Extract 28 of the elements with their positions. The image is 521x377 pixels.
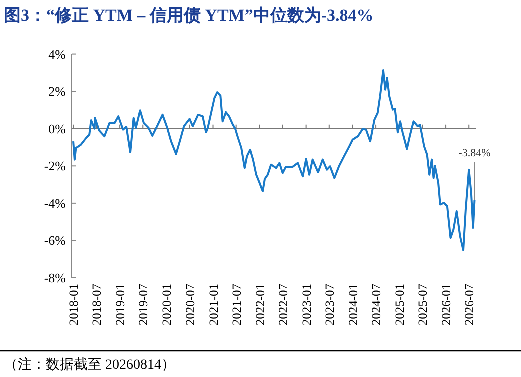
x-tick-label: 2026-07 (462, 284, 477, 326)
y-tick-label: -8% (44, 270, 66, 286)
x-tick-label: 2026-01 (440, 284, 454, 326)
y-tick-label: -6% (44, 233, 66, 248)
x-tick-label: 2020-07 (183, 284, 198, 326)
x-tick-label: 2024-01 (346, 284, 360, 326)
x-tick-label: 2019-07 (136, 284, 151, 326)
x-tick-label: 2023-01 (300, 284, 314, 326)
y-tick-label: 4% (48, 46, 66, 62)
x-tick-label: 2024-07 (370, 284, 384, 326)
x-tick-label: 2021-07 (230, 284, 244, 326)
x-tick-label: 2023-07 (322, 284, 337, 326)
x-tick-label: 2019-01 (114, 284, 128, 326)
y-tick-label: 2% (48, 84, 66, 100)
x-tick-label: 2025-01 (393, 284, 408, 326)
x-tick-label: 2022-07 (276, 284, 290, 326)
x-tick-label: 2018-07 (90, 284, 104, 326)
x-tick-label: 2022-01 (253, 284, 268, 326)
y-tick-label: -2% (44, 158, 66, 174)
chart-title: 图3：“修正 YTM – 信用债 YTM”中位数为-3.84% (4, 6, 374, 25)
y-tick-label: -4% (44, 196, 66, 211)
x-tick-label: 2018-01 (67, 284, 82, 326)
text: （注：数据截至 20260814） (4, 357, 176, 373)
x-tick-label: 2020-01 (160, 284, 174, 326)
x-tick-label: 2021-01 (206, 284, 221, 326)
x-tick-label: 2025-07 (416, 284, 430, 326)
annotation: -3.84% (458, 147, 491, 160)
y-tick-label: 0% (48, 121, 66, 136)
